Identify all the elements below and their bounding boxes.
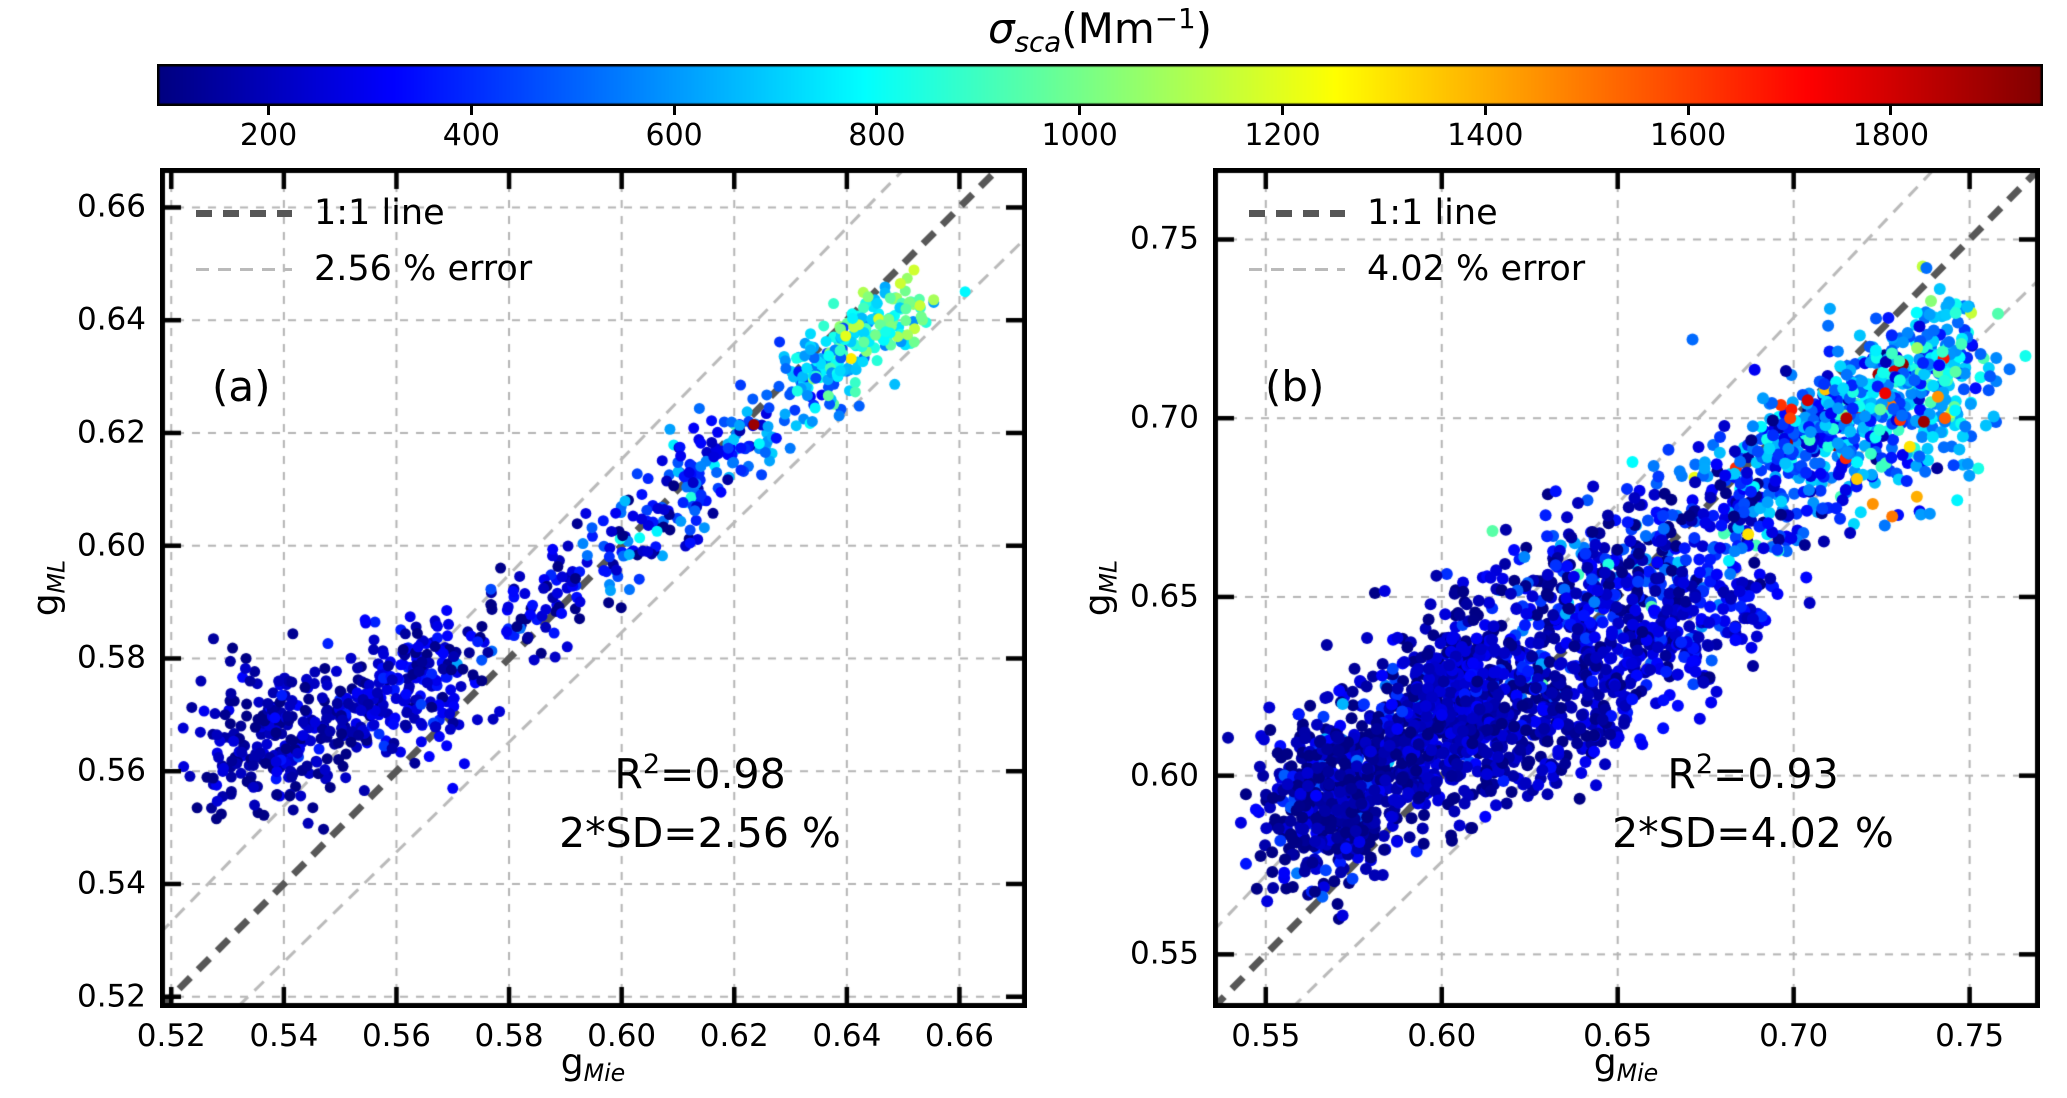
panel-a-legend-entry-1to1: 1:1 line — [196, 193, 532, 233]
colorbar-tick — [1889, 106, 1893, 115]
one-to-one-line-sample — [196, 209, 292, 217]
colorbar-tick-label: 1600 — [1649, 118, 1727, 153]
r2-value: =0.98 — [660, 750, 786, 798]
colorbar-title-exponent: −1 — [1154, 2, 1196, 35]
panel-a-ylabel-base: g — [25, 593, 67, 617]
panel-b-xlabel-sub: Mie — [1616, 1059, 1659, 1088]
panel-b-legend-entry-1to1: 1:1 line — [1249, 193, 1585, 233]
r2-value: =0.93 — [1713, 750, 1839, 798]
error-line-sample — [196, 267, 292, 271]
colorbar-title-subscript: sca — [1014, 25, 1062, 59]
panel-b-annotation: R2=0.93 2*SD=4.02 % — [1483, 745, 2023, 864]
colorbar-tick-label: 600 — [645, 118, 703, 153]
colorbar-title-unit: (Mm — [1061, 4, 1155, 54]
panel-a-ytick-label: 0.62 — [76, 414, 146, 451]
panel-b-legend: 1:1 line 4.02 % error — [1249, 193, 1585, 289]
colorbar-tick-label: 1400 — [1447, 118, 1524, 153]
panel-b-xlabel-base: g — [1593, 1042, 1617, 1083]
panel-a-xtick-label: 0.58 — [474, 1018, 544, 1054]
error-line-label: 4.02 % error — [1367, 249, 1586, 289]
colorbar-title: σsca(Mm−1) — [157, 2, 2043, 59]
panel-b-label: (b) — [1265, 362, 1325, 411]
one-to-one-line-label: 1:1 line — [1367, 193, 1498, 233]
panel-a-plot-area — [160, 168, 1027, 1008]
panel-b-xlabel: gMie — [1594, 1042, 1659, 1087]
panel-a-ytick-label: 0.56 — [76, 752, 146, 789]
colorbar-title-sigma: σ — [987, 4, 1015, 54]
panel-a-xtick-label: 0.66 — [924, 1018, 994, 1054]
panel-b-ytick-label: 0.60 — [1129, 756, 1199, 793]
colorbar-tick-label: 1000 — [1041, 118, 1118, 153]
panel-a-label: (a) — [212, 362, 271, 411]
panel-a-legend-entry-error: 2.56 % error — [196, 249, 532, 289]
panel-b-ylabel: gML — [1077, 560, 1122, 617]
colorbar-tick-label: 400 — [442, 118, 500, 153]
colorbar-gradient — [157, 64, 2043, 106]
colorbar-tick — [469, 106, 473, 115]
panel-a-ylabel-sub: ML — [42, 559, 71, 594]
panel-a-ytick-label: 0.58 — [76, 639, 146, 676]
colorbar-tick-label: 800 — [848, 118, 906, 153]
panel-b-ytick-label: 0.55 — [1129, 935, 1199, 972]
panel-b-ytick-label: 0.70 — [1129, 399, 1199, 436]
panel-a-ytick-label: 0.64 — [76, 301, 146, 338]
panel-a-xtick-label: 0.56 — [361, 1018, 431, 1054]
panel-b-xtick-label: 0.70 — [1759, 1018, 1829, 1054]
panel-b-ylabel-sub: ML — [1094, 559, 1123, 594]
panel-a-sd-text: 2*SD=2.56 % — [559, 809, 841, 858]
panel-b-r2-text: R2=0.93 — [1483, 745, 2023, 804]
colorbar-title-close: ) — [1195, 4, 1213, 54]
one-to-one-line-sample — [1249, 209, 1345, 217]
panel-a-annotation: R2=0.98 2*SD=2.56 % — [430, 745, 970, 864]
colorbar-tick — [875, 106, 879, 115]
r2-exponent: 2 — [1695, 749, 1714, 781]
r2-base: R — [614, 750, 643, 798]
colorbar-tick — [672, 106, 676, 115]
colorbar-tick-label: 1800 — [1852, 118, 1930, 153]
colorbar-tick — [1483, 106, 1487, 115]
panel-a-ytick-label: 0.66 — [76, 188, 146, 225]
panel-b-ytick-label: 0.65 — [1129, 578, 1199, 615]
panel-b-xtick-label: 0.55 — [1231, 1018, 1301, 1054]
panel-b-xtick-label: 0.60 — [1407, 1018, 1477, 1054]
panel-a-r2-text: R2=0.98 — [430, 745, 970, 804]
panel-a-xtick-label: 0.60 — [587, 1018, 657, 1054]
panel-a-xtick-label: 0.52 — [136, 1018, 206, 1054]
panel-b-sd-text: 2*SD=4.02 % — [1612, 809, 1894, 858]
panel-a-xtick-label: 0.62 — [699, 1018, 769, 1054]
r2-exponent: 2 — [642, 749, 661, 781]
colorbar-tick-label: 200 — [239, 118, 298, 153]
panel-a-xlabel-base: g — [560, 1042, 584, 1083]
panel-a-ytick-label: 0.60 — [76, 526, 146, 563]
error-line-label: 2.56 % error — [314, 249, 533, 289]
panel-b-legend-entry-error: 4.02 % error — [1249, 249, 1585, 289]
panel-b-ylabel-base: g — [1077, 593, 1119, 617]
one-to-one-line-label: 1:1 line — [314, 193, 445, 233]
panel-a-ytick-label: 0.54 — [76, 865, 146, 902]
colorbar-tick — [1281, 106, 1285, 115]
panel-b-xtick-label: 0.65 — [1583, 1018, 1653, 1054]
panel-a-ytick-label: 0.52 — [76, 977, 146, 1014]
r2-base: R — [1667, 750, 1696, 798]
panel-a-xtick-label: 0.54 — [249, 1018, 319, 1054]
colorbar-tick — [1686, 106, 1690, 115]
colorbar-tick-label: 1200 — [1244, 118, 1321, 153]
panel-a-xlabel-sub: Mie — [583, 1059, 626, 1088]
panel-a-ylabel: gML — [25, 560, 70, 617]
colorbar-tick — [267, 106, 271, 115]
panel-b-xtick-label: 0.75 — [1935, 1018, 2005, 1054]
panel-b-plot-area — [1213, 168, 2040, 1008]
panel-a-legend: 1:1 line 2.56 % error — [196, 193, 532, 289]
colorbar-tick — [1078, 106, 1082, 115]
error-line-sample — [1249, 267, 1345, 271]
panel-a-xtick-label: 0.64 — [812, 1018, 882, 1054]
panel-a-xlabel: gMie — [561, 1042, 626, 1087]
panel-b-ytick-label: 0.75 — [1129, 220, 1199, 257]
